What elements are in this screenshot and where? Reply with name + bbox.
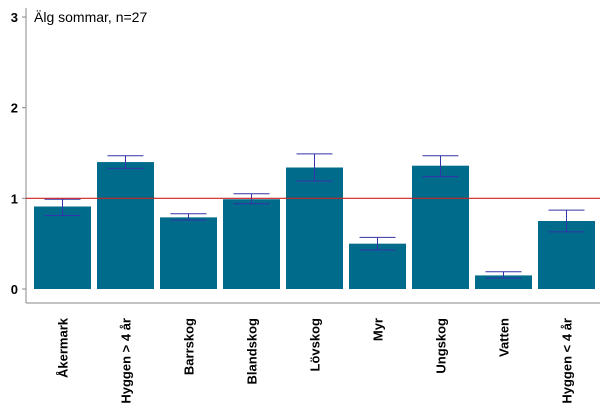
- y-axis: 0 1 2 3: [11, 8, 600, 304]
- x-category-label: Myr: [371, 318, 386, 341]
- bar: [34, 206, 91, 289]
- x-category-label: Hyggen < 4 år: [560, 318, 575, 404]
- x-category-label: Ungskog: [434, 318, 449, 374]
- x-category-label: Blandskog: [245, 318, 260, 385]
- error-bars: [44, 153, 585, 279]
- bar: [223, 199, 280, 289]
- bar: [349, 243, 406, 289]
- x-category-label: Hyggen > 4 år: [119, 318, 134, 404]
- bars: [34, 162, 595, 289]
- x-axis-labels: Åkermark Hyggen > 4 år Barrskog Blandskog Lö…: [56, 317, 575, 403]
- chart-title: Älg sommar, n=27: [34, 9, 147, 25]
- bar: [97, 162, 154, 289]
- x-category-label: Barrskog: [182, 318, 197, 375]
- y-tick-label: 0: [11, 282, 18, 297]
- x-category-label: Vatten: [497, 318, 512, 357]
- y-tick-label: 1: [11, 191, 18, 206]
- bar: [160, 217, 217, 289]
- x-category-label: Lövskog: [308, 318, 323, 372]
- y-tick-label: 3: [11, 10, 18, 25]
- y-tick-label: 2: [11, 101, 18, 116]
- x-category-label: Åkermark: [56, 317, 71, 378]
- bar: [286, 167, 343, 289]
- bar: [412, 165, 469, 289]
- bar: [475, 275, 532, 289]
